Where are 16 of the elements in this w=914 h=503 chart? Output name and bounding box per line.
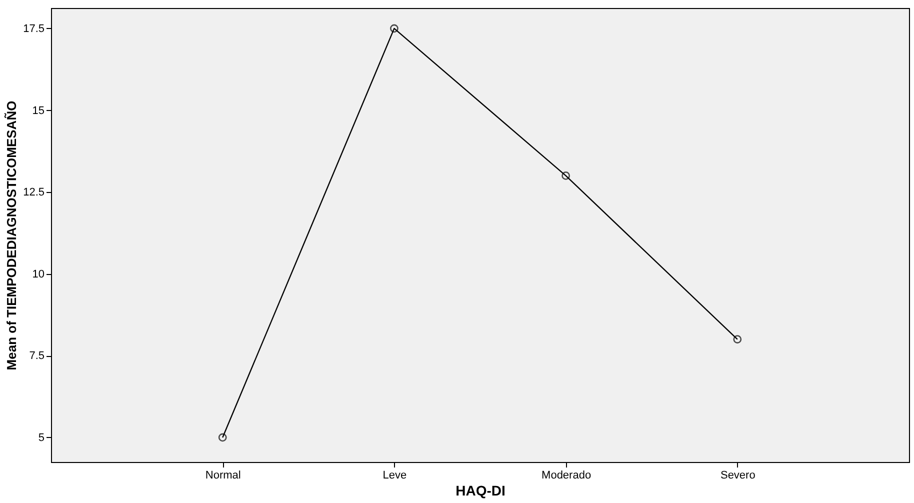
point bbox=[733, 335, 742, 344]
y-tick-label: 10 bbox=[32, 268, 44, 280]
y-axis-title: Mean of TIEMPODEDIAGNOSTICOMESAÑO bbox=[4, 100, 20, 370]
point bbox=[390, 24, 398, 33]
y-tick-label: 12.5 bbox=[23, 186, 44, 199]
x-tick-label: Moderado bbox=[542, 470, 592, 482]
x-tick-label: Normal bbox=[205, 470, 241, 482]
y-tick-label: 5 bbox=[38, 432, 44, 444]
x-tick-label: Severo bbox=[720, 470, 756, 482]
y-tick-label: 7.5 bbox=[29, 350, 44, 362]
x-tick-label: Leve bbox=[382, 470, 407, 482]
point bbox=[218, 433, 227, 442]
x-axis-title: HAQ-DI bbox=[456, 482, 506, 498]
y-tick-label: 15 bbox=[32, 104, 44, 117]
y-tick-label: 17.5 bbox=[23, 22, 44, 35]
point bbox=[562, 172, 570, 180]
